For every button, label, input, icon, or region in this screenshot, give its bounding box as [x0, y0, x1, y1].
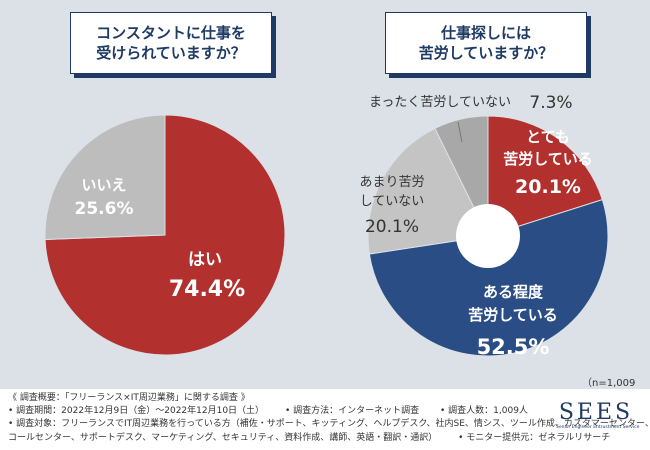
- slice-label-very-line1: とても: [526, 128, 570, 146]
- chart-right-title-line1: 仕事探しには: [440, 23, 531, 42]
- slice-label-yes: はい: [188, 250, 222, 270]
- survey-target-line1: • 調査対象：フリーランスでIT周辺業務を行っている方（補佐・サポート、キッティ…: [8, 419, 650, 430]
- pie-slice-not-at-all: [434, 115, 489, 237]
- leader-line: [457, 121, 463, 143]
- footer: [0, 389, 650, 450]
- chart-right-title: 仕事探しには 苦労していますか？: [385, 12, 587, 74]
- slice-value-notmuch: 20.1%: [365, 217, 419, 237]
- slice-value-very: 20.1%: [515, 176, 581, 198]
- survey-provider: • モニター提供元：ゼネラルリサーチ: [458, 432, 611, 443]
- pie-slice-very: [487, 115, 603, 237]
- survey-heading: 《 調査概要：「フリーランス×IT周辺業務」に関する調査 》: [8, 393, 250, 403]
- pie-chart-left: [44, 114, 286, 356]
- chart-left-title-line1: コンスタントに仕事を: [96, 23, 246, 42]
- survey-method: • 調査方法：インターネット調査: [284, 406, 420, 417]
- slice-value-no: 25.6%: [75, 199, 134, 219]
- survey-period: • 調査期間：2022年12月9日（金）〜2022年12月10日（土）: [8, 406, 265, 417]
- slice-label-no: いいえ: [81, 176, 126, 194]
- chart-right-title-line2: 苦労していますか？: [418, 44, 554, 62]
- slice-label-very-line2: 苦労している: [503, 150, 593, 168]
- survey-target-line2: コールセンター、サポートデスク、マーケティング、セキュリティ、資料作成、講師、英…: [8, 432, 438, 443]
- sees-logo: SEES Senior Engineer Entrustment Service: [556, 400, 640, 430]
- slice-label-none: まったく苦労していない: [369, 94, 511, 110]
- slice-label-some-line1: ある程度: [483, 283, 544, 301]
- pie-chart-right: [367, 115, 609, 357]
- slice-label-notmuch-line2: していない: [360, 194, 425, 209]
- survey-count: • 調査人数：1,009人: [439, 406, 528, 417]
- slice-label-notmuch-line1: あまり苦労: [359, 174, 424, 190]
- pie-center-hole: [456, 204, 520, 268]
- chart-left-title: コンスタントに仕事を 受けられていますか？: [70, 12, 272, 74]
- logo-subtitle: Senior Engineer Entrustment Service: [556, 425, 640, 430]
- survey-row-1: • 調査期間：2022年12月9日（金）〜2022年12月10日（土） • 調査…: [8, 405, 650, 418]
- survey-row-3: コールセンター、サポートデスク、マーケティング、セキュリティ、資料作成、講師、英…: [8, 432, 650, 445]
- chart-left-title-line2: 受けられていますか？: [96, 44, 246, 62]
- logo-text: SEES: [558, 400, 634, 425]
- slice-value-yes: 74.4%: [169, 277, 245, 302]
- slice-value-some: 52.5%: [477, 335, 550, 359]
- pie-slice-no: [44, 114, 166, 241]
- slice-value-none: 7.3%: [529, 93, 572, 113]
- pie-slice-somewhat: [368, 199, 609, 357]
- pie-slice-not-much: [367, 127, 489, 255]
- survey-overview: 《 調査概要：「フリーランス×IT周辺業務」に関する調査 》 • 調査期間：20…: [8, 392, 650, 445]
- slice-label-some-line2: 苦労している: [468, 306, 558, 324]
